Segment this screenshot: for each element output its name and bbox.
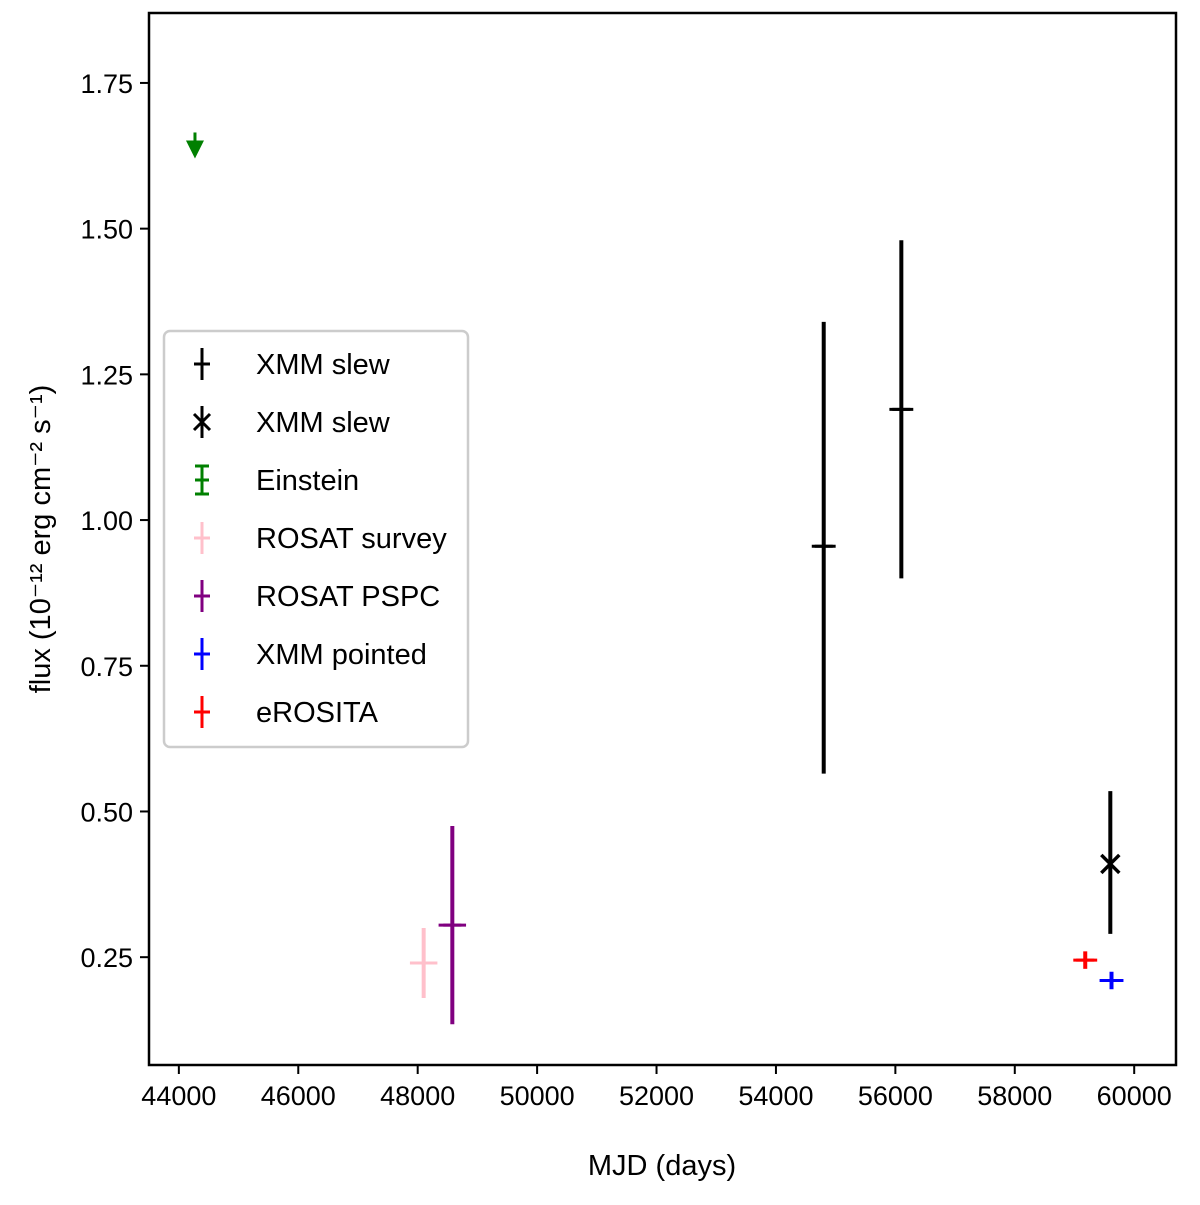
upper-limit-arrow xyxy=(185,140,204,159)
legend-label: XMM slew xyxy=(256,349,391,381)
y-tick-label: 1.25 xyxy=(80,360,133,390)
x-axis-label: MJD (days) xyxy=(588,1150,736,1182)
x-tick-label: 44000 xyxy=(141,1081,216,1111)
y-tick-label: 1.50 xyxy=(80,215,133,245)
legend-label: eROSITA xyxy=(256,697,379,729)
x-tick-label: 58000 xyxy=(977,1081,1052,1111)
y-tick-label: 0.25 xyxy=(80,943,133,973)
x-tick-label: 50000 xyxy=(500,1081,575,1111)
y-tick-label: 0.75 xyxy=(80,652,133,682)
legend-marker-x xyxy=(192,412,212,432)
x-tick-label: 54000 xyxy=(738,1081,813,1111)
legend: XMM slew XMM slew Einstein ROSAT survey ROSA… xyxy=(162,329,470,749)
x-tick-label: 60000 xyxy=(1097,1081,1172,1111)
y-tick-label: 1.75 xyxy=(80,69,133,99)
x-tick-label: 56000 xyxy=(858,1081,933,1111)
legend-label: XMM pointed xyxy=(256,639,427,671)
legend-box xyxy=(162,329,470,749)
x-tick-label: 48000 xyxy=(380,1081,455,1111)
x-marker xyxy=(1100,853,1121,875)
x-tick-label: 52000 xyxy=(619,1081,694,1111)
legend-label: XMM slew xyxy=(256,407,391,439)
y-tick-label: 1.00 xyxy=(80,506,133,536)
x-tick-label: 46000 xyxy=(261,1081,336,1111)
legend-label: ROSAT survey xyxy=(256,523,447,555)
x-axis: 44000 46000 48000 50000 52000 54000 56000 58000… xyxy=(141,1065,1172,1111)
y-tick-label: 0.50 xyxy=(80,797,133,827)
legend-label: Einstein xyxy=(256,465,359,497)
data-marks xyxy=(185,132,1124,1025)
y-axis-label: flux (10⁻¹² erg cm⁻² s⁻¹) xyxy=(25,385,57,694)
legend-label: ROSAT PSPC xyxy=(256,581,440,613)
y-axis: 0.25 0.50 0.75 1.00 1.25 1.50 1.75 xyxy=(80,69,149,973)
